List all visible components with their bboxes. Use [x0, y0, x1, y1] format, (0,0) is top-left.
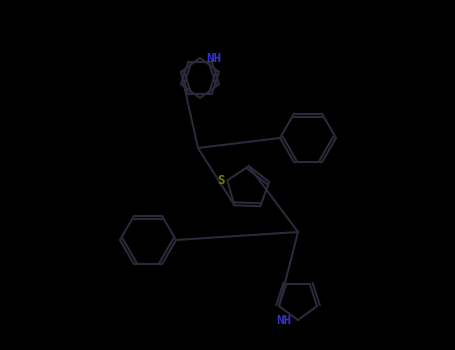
Text: NH: NH — [277, 314, 292, 327]
Text: S: S — [217, 174, 225, 187]
Text: NH: NH — [207, 51, 222, 64]
